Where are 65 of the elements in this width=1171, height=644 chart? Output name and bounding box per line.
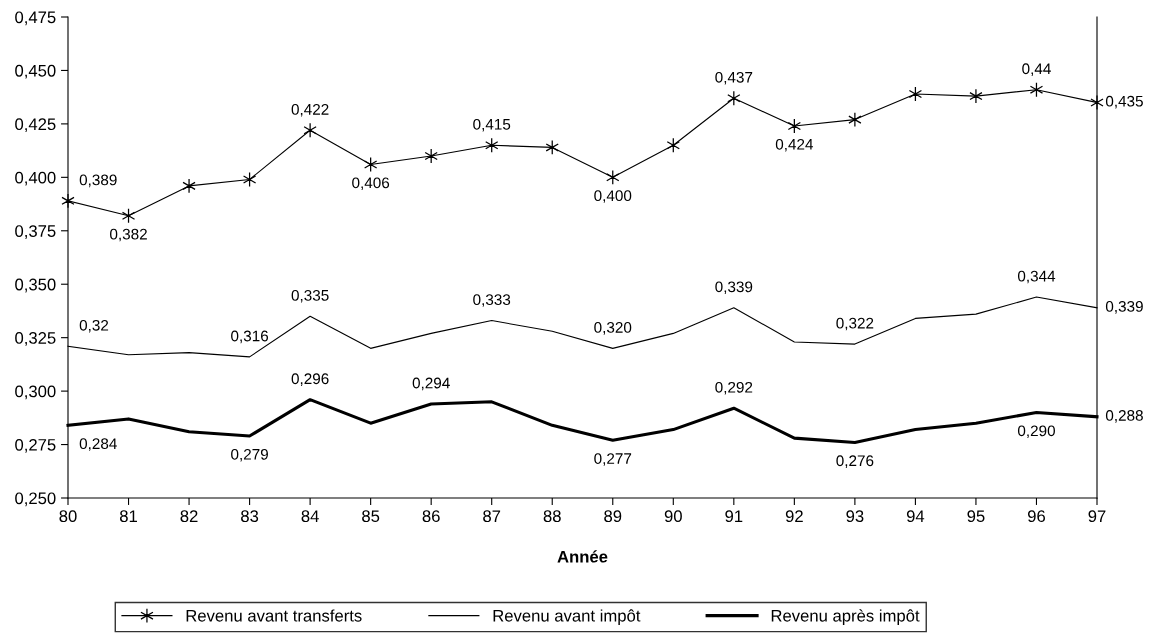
x-tick-label: 86 [422, 510, 440, 523]
data-label: 0,284 [79, 438, 117, 451]
x-tick-label: 83 [241, 510, 259, 523]
data-label: 0,339 [715, 281, 753, 295]
data-label: 0,382 [110, 228, 147, 242]
x-tick-label: 82 [180, 510, 198, 523]
legend-label: Revenu après impôt [771, 609, 920, 625]
x-tick-label: 80 [59, 510, 77, 523]
data-label: 0,296 [291, 373, 329, 386]
data-label: 0,320 [594, 322, 632, 335]
y-tick-label: 0,425 [15, 118, 56, 133]
y-tick-label: 0,400 [15, 171, 56, 186]
y-tick-label: 0,350 [15, 278, 56, 293]
point [848, 112, 862, 128]
data-label: 0,344 [1017, 270, 1056, 284]
x-tick-label: 90 [664, 510, 682, 523]
x-axis-title: Année [557, 550, 608, 563]
x-tick-label: 84 [301, 510, 319, 523]
data-label: 0,400 [594, 190, 632, 203]
point [303, 122, 317, 138]
y-tick-label: 0,300 [15, 385, 56, 400]
x-tick-label: 92 [785, 510, 803, 523]
data-label: 0,437 [715, 71, 753, 85]
x-tick-label: 81 [119, 510, 137, 523]
data-label: 0,290 [1017, 425, 1055, 439]
data-label: 0,406 [352, 177, 390, 191]
data-label: 0,333 [473, 294, 511, 307]
legend-label: Revenu avant transferts [186, 609, 362, 622]
data-label: 0,335 [291, 289, 329, 303]
data-label: 0,294 [412, 377, 450, 391]
x-tick-label: 88 [543, 510, 561, 523]
data-label: 0,288 [1105, 410, 1143, 423]
point [969, 88, 983, 104]
y-tick-label: 0,375 [15, 225, 56, 239]
data-label: 0,292 [715, 381, 753, 395]
x-tick-label: 91 [725, 510, 743, 523]
point [182, 178, 196, 194]
data-label: 0,435 [1105, 95, 1143, 109]
legend-label: Revenu avant impôt [493, 609, 641, 625]
x-tick-label: 93 [846, 510, 864, 523]
data-label: 0,276 [836, 455, 874, 468]
y-tick-label: 0,325 [15, 332, 56, 346]
x-tick-label: 95 [967, 510, 985, 523]
x-tick-label: 94 [906, 510, 925, 523]
data-label: 0,422 [291, 103, 329, 117]
point [1029, 82, 1044, 98]
data-label: 0,424 [775, 138, 814, 152]
x-tick-label: 87 [483, 510, 501, 523]
data-label: 0,32 [79, 319, 109, 333]
y-tick-label: 0,250 [15, 492, 56, 507]
y-tick-label: 0,475 [15, 11, 56, 26]
x-tick-label: 89 [604, 510, 622, 523]
data-label: 0,322 [836, 317, 874, 331]
data-label: 0,339 [1105, 301, 1143, 314]
data-label: 0,415 [473, 118, 511, 132]
x-tick-label: 85 [362, 510, 380, 523]
data-label: 0,277 [594, 453, 632, 466]
y-tick-label: 0,275 [15, 438, 56, 453]
x-tick-label: 97 [1088, 510, 1106, 523]
data-label: 0,44 [1022, 63, 1051, 76]
data-label: 0,389 [79, 174, 117, 188]
x-tick-label: 96 [1027, 510, 1046, 523]
data-label: 0,316 [231, 330, 269, 344]
data-label: 0,279 [231, 448, 268, 462]
y-tick-label: 0,450 [15, 64, 56, 79]
